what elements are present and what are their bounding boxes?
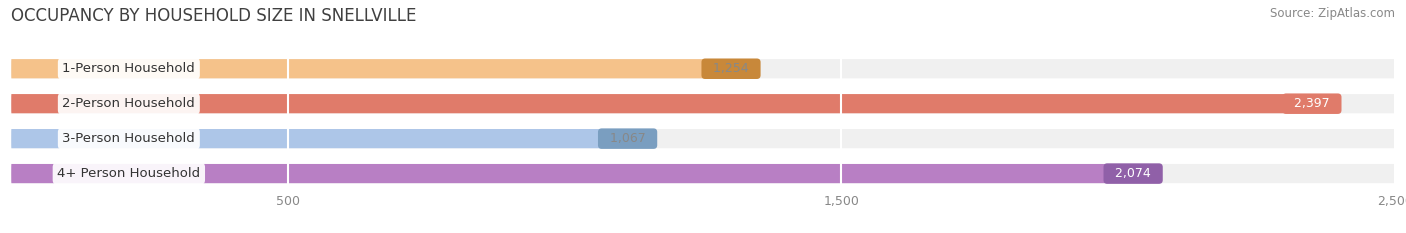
Text: 3-Person Household: 3-Person Household	[62, 132, 195, 145]
Text: 1-Person Household: 1-Person Household	[62, 62, 195, 75]
FancyBboxPatch shape	[11, 59, 1395, 78]
FancyBboxPatch shape	[11, 94, 1337, 113]
FancyBboxPatch shape	[11, 59, 706, 78]
FancyBboxPatch shape	[11, 129, 1395, 148]
FancyBboxPatch shape	[11, 129, 602, 148]
Text: 1,067: 1,067	[602, 132, 654, 145]
Text: 2,074: 2,074	[1108, 167, 1159, 180]
Text: 4+ Person Household: 4+ Person Household	[58, 167, 201, 180]
FancyBboxPatch shape	[11, 164, 1395, 183]
FancyBboxPatch shape	[11, 164, 1159, 183]
FancyBboxPatch shape	[11, 94, 1395, 113]
Text: 2-Person Household: 2-Person Household	[62, 97, 195, 110]
Text: OCCUPANCY BY HOUSEHOLD SIZE IN SNELLVILLE: OCCUPANCY BY HOUSEHOLD SIZE IN SNELLVILL…	[11, 7, 416, 25]
Text: Source: ZipAtlas.com: Source: ZipAtlas.com	[1270, 7, 1395, 20]
Text: 2,397: 2,397	[1286, 97, 1337, 110]
Text: 1,254: 1,254	[706, 62, 756, 75]
